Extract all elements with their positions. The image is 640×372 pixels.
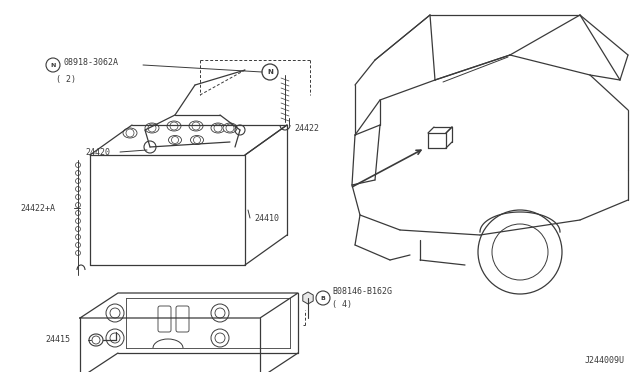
Ellipse shape [189, 121, 203, 131]
Text: N: N [51, 62, 56, 67]
Text: J244009U: J244009U [585, 356, 625, 365]
Text: 08918-3062A: 08918-3062A [63, 58, 118, 67]
Text: 24415: 24415 [45, 336, 70, 344]
FancyBboxPatch shape [176, 306, 189, 332]
Text: 24422: 24422 [294, 124, 319, 132]
Ellipse shape [167, 121, 181, 131]
FancyBboxPatch shape [158, 306, 171, 332]
Text: N: N [267, 69, 273, 75]
Polygon shape [303, 292, 313, 304]
Text: ( 4): ( 4) [332, 301, 352, 310]
Text: 24410: 24410 [254, 214, 279, 222]
Text: B: B [321, 295, 325, 301]
Text: ( 2): ( 2) [56, 75, 76, 84]
Ellipse shape [145, 123, 159, 133]
Ellipse shape [168, 135, 182, 144]
Ellipse shape [211, 123, 225, 133]
Ellipse shape [191, 135, 204, 144]
Text: B08146-B162G: B08146-B162G [332, 288, 392, 296]
Text: 24420: 24420 [85, 148, 110, 157]
Ellipse shape [123, 128, 137, 138]
Ellipse shape [223, 123, 237, 133]
Text: 24422+A: 24422+A [20, 203, 55, 212]
